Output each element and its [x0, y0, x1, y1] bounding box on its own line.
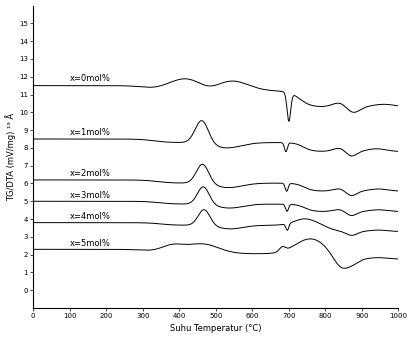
Text: x=4mol%: x=4mol%: [70, 212, 111, 221]
X-axis label: Suhu Temperatur (°C): Suhu Temperatur (°C): [170, 324, 261, 334]
Text: x=2mol%: x=2mol%: [70, 169, 111, 178]
Text: x=0mol%: x=0mol%: [70, 74, 111, 83]
Text: x=3mol%: x=3mol%: [70, 191, 111, 200]
Text: x=1mol%: x=1mol%: [70, 128, 111, 137]
Y-axis label: TG/DTA (mV/mg) ¹⁹ Å: TG/DTA (mV/mg) ¹⁹ Å: [5, 113, 17, 201]
Text: x=5mol%: x=5mol%: [70, 239, 111, 248]
